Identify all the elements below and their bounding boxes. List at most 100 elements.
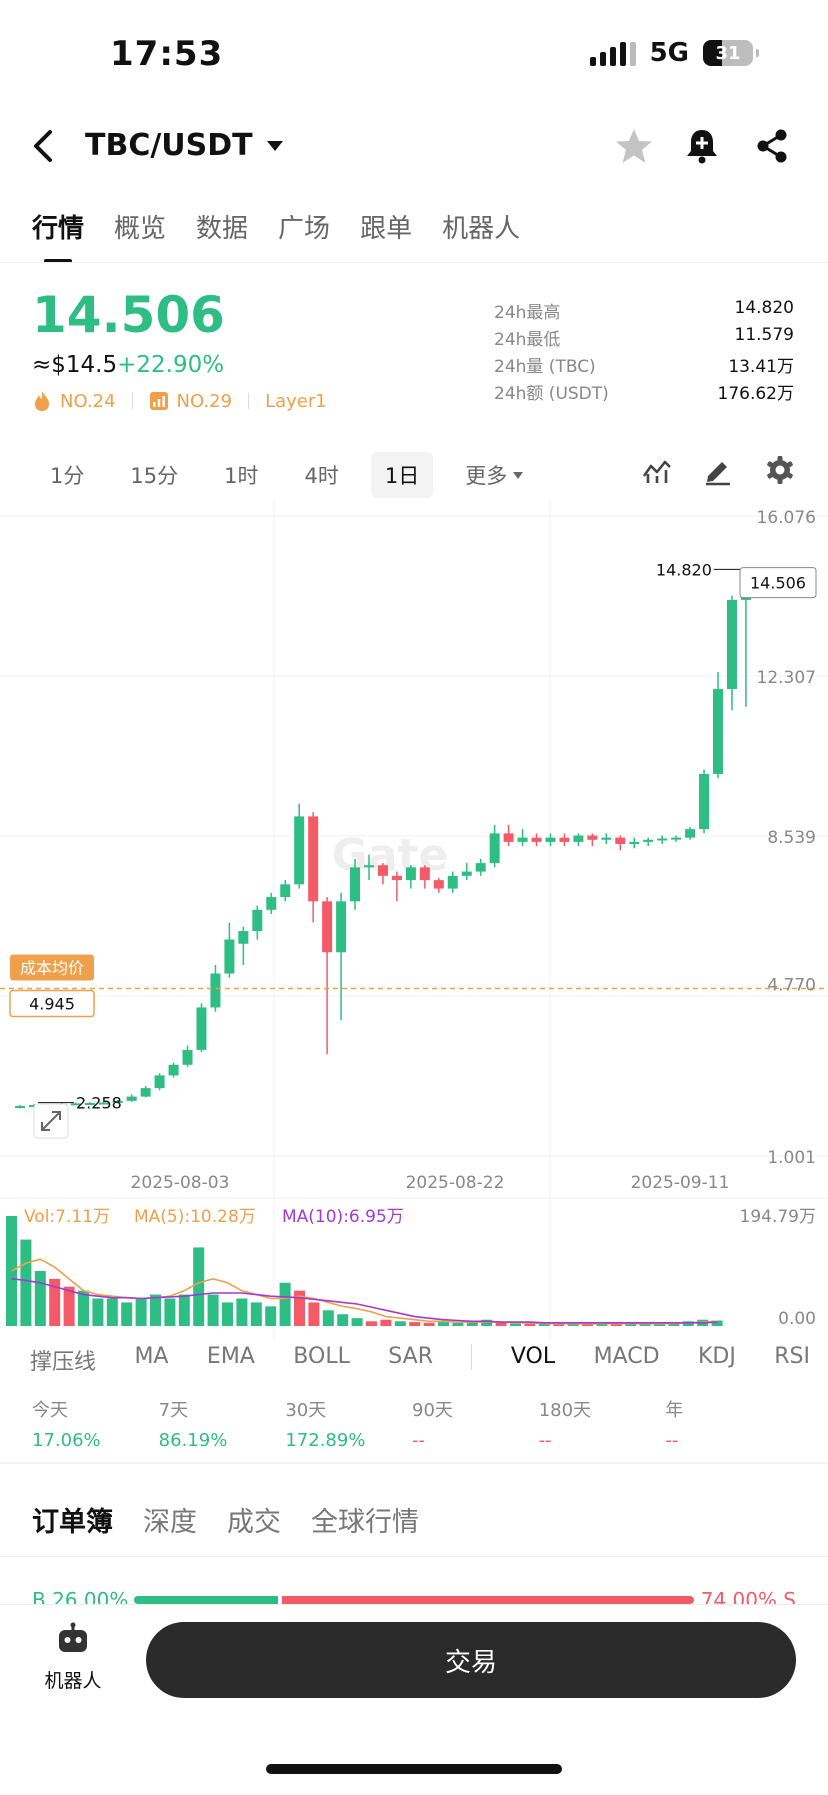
candle-body (405, 867, 416, 881)
period-90d: 90天 -- (412, 1400, 453, 1451)
candle-body (377, 865, 388, 876)
gainer-rank[interactable]: NO.29 (176, 390, 233, 412)
tab-trades[interactable]: 成交 (227, 1507, 281, 1538)
bot-button[interactable]: 机器人 (40, 1622, 106, 1693)
candle-body (629, 841, 640, 845)
tab-copy-trade[interactable]: 跟单 (360, 214, 413, 244)
interval-1m[interactable]: 1分 (50, 464, 85, 488)
volume-bar (121, 1302, 133, 1326)
volume-ma5-label: MA(5):10.28万 (134, 1207, 256, 1227)
tab-orderbook[interactable]: 订单簿 (32, 1507, 113, 1538)
volume-bar (193, 1247, 205, 1326)
pair-name: TBC/USDT (85, 128, 253, 163)
volume-bar (135, 1298, 147, 1326)
volume-bar (236, 1298, 248, 1326)
sector-tag[interactable]: Layer1 (265, 390, 327, 412)
indicator-sar[interactable]: SAR (388, 1344, 433, 1369)
candle-body (573, 835, 584, 842)
tab-bot[interactable]: 机器人 (442, 214, 521, 244)
period-1y: 年 -- (665, 1400, 684, 1451)
candle-body (559, 837, 570, 842)
interval-15m[interactable]: 15分 (130, 464, 179, 488)
indicator-ema[interactable]: EMA (206, 1344, 255, 1369)
hot-rank[interactable]: NO.24 (60, 390, 116, 412)
tab-data[interactable]: 数据 (196, 214, 249, 244)
orderbook-divider (0, 1556, 828, 1557)
candle-body (140, 1088, 151, 1097)
period-7d: 7天 86.19% (158, 1400, 228, 1451)
volume-bar (538, 1323, 550, 1326)
candle-body (196, 1007, 207, 1050)
tab-depth[interactable]: 深度 (143, 1507, 197, 1538)
gate-watermark: Gate (332, 830, 449, 881)
robot-icon (59, 1622, 87, 1652)
share-icon[interactable] (752, 126, 792, 166)
candle-body (545, 837, 556, 842)
star-icon[interactable] (614, 126, 654, 166)
indicator-boll[interactable]: BOLL (293, 1344, 350, 1369)
draw-pencil-icon[interactable] (702, 454, 734, 486)
candle-body (447, 875, 458, 889)
volume-label: Vol:7.11万 (24, 1207, 110, 1227)
indicator-chart-icon[interactable] (641, 454, 673, 486)
kline-chart[interactable]: 16.076 12.307 8.539 1.001 2025-08-03 2025-08-… (0, 500, 828, 1340)
tab-market[interactable]: 行情 (32, 208, 84, 263)
volume-bar (150, 1294, 161, 1326)
indicator-support-resistance[interactable]: 撑压线 (30, 1350, 97, 1375)
candle-body (461, 871, 472, 876)
volume-bar (394, 1321, 406, 1326)
indicator-vol[interactable]: VOL (510, 1344, 556, 1369)
volume-bar (423, 1322, 435, 1326)
price-tick-label: 4.770 (767, 976, 816, 996)
high-price-label: 14.820 (656, 560, 712, 579)
signal-icon (589, 40, 636, 66)
interval-4h[interactable]: 4时 (304, 464, 339, 488)
period-180d: 180天 -- (538, 1400, 592, 1451)
candle-body (713, 689, 723, 774)
tab-overview[interactable]: 概览 (114, 214, 167, 244)
volume-bar (308, 1302, 320, 1326)
status-indicators: 5G 31 (589, 38, 759, 68)
date-tick-label: 2025-09-11 (631, 1173, 730, 1193)
volume-bar (438, 1322, 449, 1326)
indicator-ma[interactable]: MA (134, 1344, 169, 1369)
volume-bar (466, 1321, 478, 1326)
candle-body (419, 867, 430, 881)
back-arrow-icon[interactable] (28, 126, 58, 166)
chart-overlay: 4.770 成本均价 4.945 14.820 2.258 14.506 (0, 560, 828, 1139)
tab-global-market[interactable]: 全球行情 (311, 1507, 419, 1538)
trade-button[interactable]: 交易 (146, 1622, 796, 1698)
tab-square[interactable]: 广场 (278, 214, 331, 244)
expand-arrows-icon (41, 1111, 61, 1131)
date-tick-label: 2025-08-03 (131, 1173, 230, 1193)
volume-bar (207, 1294, 219, 1326)
volume-bar (711, 1320, 723, 1326)
24h-stats: 24h最高 14.820 24h最低 11.579 24h量 (TBC) 13.41万… (494, 298, 794, 406)
volume-bar (265, 1306, 277, 1326)
indicator-rsi[interactable]: RSI (774, 1344, 810, 1369)
indicator-kdj[interactable]: KDJ (697, 1344, 736, 1369)
volume-bar (366, 1321, 377, 1326)
settings-gear-icon[interactable] (764, 454, 796, 486)
candle-body (475, 863, 486, 872)
candle-body (322, 901, 333, 953)
volume-ma10-line (11, 1278, 718, 1324)
candle-body (350, 867, 361, 902)
low-price-label: 2.258 (76, 1094, 122, 1113)
price-change: +22.90% (117, 352, 225, 378)
interval-1h[interactable]: 1时 (224, 464, 259, 488)
candle-body (517, 837, 528, 842)
volume-bar (409, 1322, 421, 1326)
price-alert-bell-icon[interactable] (682, 126, 722, 166)
buy-sell-ratio: B 26.00% 74.00% S (32, 1590, 796, 1606)
pair-selector[interactable]: TBC/USDT (85, 128, 283, 163)
volume-bar (668, 1323, 680, 1326)
volume-axis-max: 194.79万 (740, 1207, 816, 1227)
interval-more[interactable]: 更多 (451, 452, 537, 498)
candle-body (503, 833, 514, 842)
volume-bar (510, 1323, 521, 1326)
cost-label: 成本均价 (20, 959, 84, 978)
indicator-macd[interactable]: MACD (593, 1344, 660, 1369)
rank-tags: NO.24 NO.29 Layer1 (32, 390, 327, 412)
interval-1d[interactable]: 1日 (370, 452, 434, 498)
